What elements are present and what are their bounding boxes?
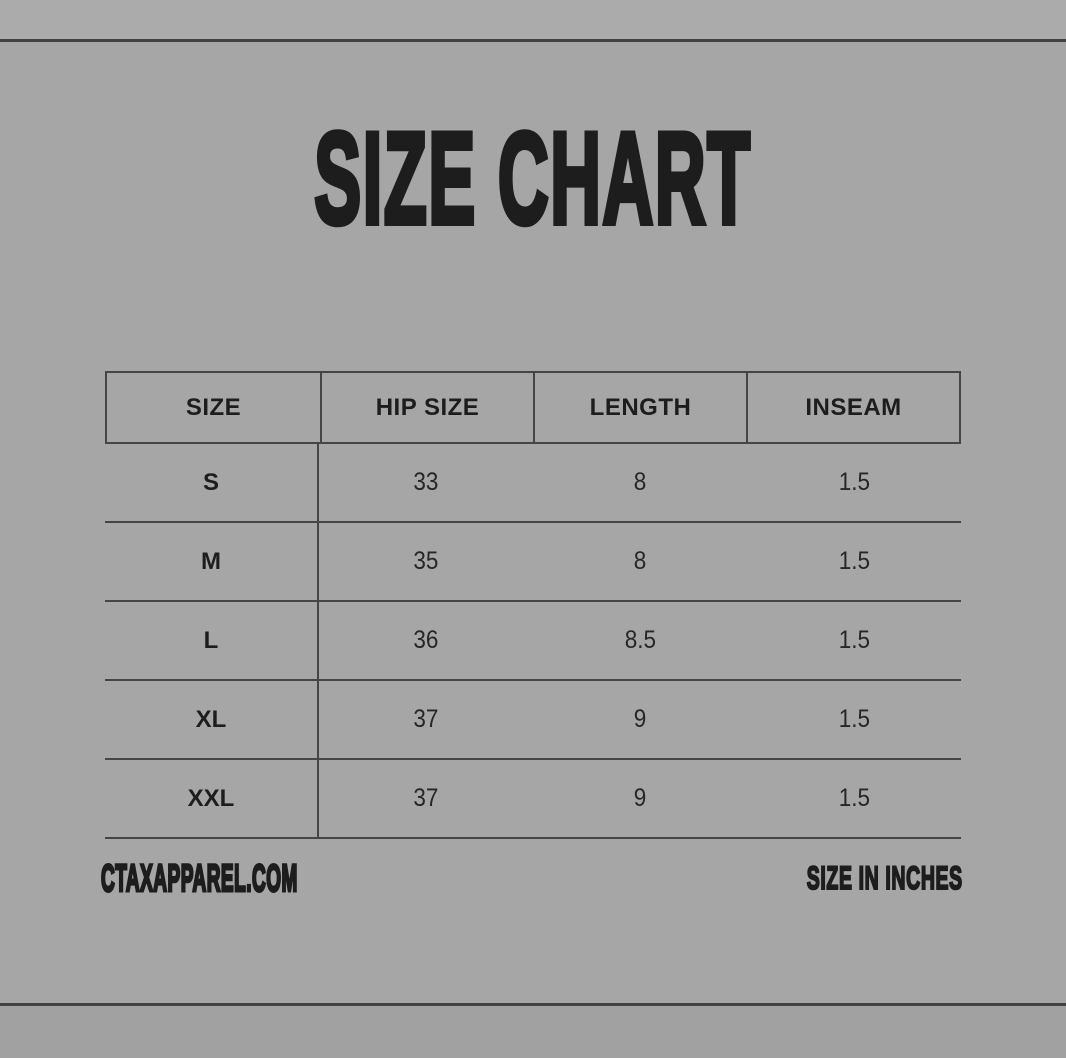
cell-inseam: 1.5: [838, 468, 870, 496]
cell-hip-size: 37: [413, 705, 439, 733]
footer-website: CTAXAPPAREL.COM: [100, 858, 298, 900]
table-header-row: SIZE HIP SIZE LENGTH INSEAM: [105, 371, 961, 444]
row-size-label: S: [105, 444, 319, 521]
bottom-strip: [0, 1006, 1066, 1058]
bottom-rule: [0, 1003, 1066, 1006]
title-area: SIZE CHART: [0, 105, 1066, 251]
cell-length: 9: [633, 784, 647, 812]
row-size-label: XXL: [105, 760, 319, 837]
cell-length: 8: [633, 547, 647, 575]
table-row-xl: XL 37 9 1.5: [105, 681, 961, 760]
row-size-label: M: [105, 523, 319, 600]
cell-inseam: 1.5: [838, 547, 870, 575]
table-row-m: M 35 8 1.5: [105, 523, 961, 602]
top-strip: [0, 0, 1066, 39]
cell-hip-size: 37: [413, 784, 439, 812]
header-cell-length: LENGTH: [533, 373, 746, 442]
cell-inseam: 1.5: [838, 784, 870, 812]
header-cell-inseam: INSEAM: [746, 373, 959, 442]
cell-inseam: 1.5: [838, 626, 870, 654]
cell-length: 8: [633, 468, 647, 496]
size-table: SIZE HIP SIZE LENGTH INSEAM S 33 8 1.5 M…: [105, 371, 961, 839]
header-cell-size: SIZE: [185, 393, 242, 421]
table-row-s: S 33 8 1.5: [105, 444, 961, 523]
header-cell-hip: HIP SIZE: [320, 373, 533, 442]
cell-hip-size: 36: [413, 626, 439, 654]
table-row-xxl: XXL 37 9 1.5: [105, 760, 961, 839]
cell-hip-size: 33: [413, 468, 439, 496]
top-rule: [0, 39, 1066, 42]
row-size-label: XL: [105, 681, 319, 758]
page-title: SIZE CHART: [313, 105, 752, 251]
cell-inseam: 1.5: [838, 705, 870, 733]
cell-hip-size: 35: [413, 547, 439, 575]
row-size-label: L: [105, 602, 319, 679]
cell-length: 9: [633, 705, 647, 733]
table-row-l: L 36 8.5 1.5: [105, 602, 961, 681]
cell-length: 8.5: [624, 626, 656, 654]
footer-units-note: SIZE IN INCHES: [806, 860, 963, 896]
